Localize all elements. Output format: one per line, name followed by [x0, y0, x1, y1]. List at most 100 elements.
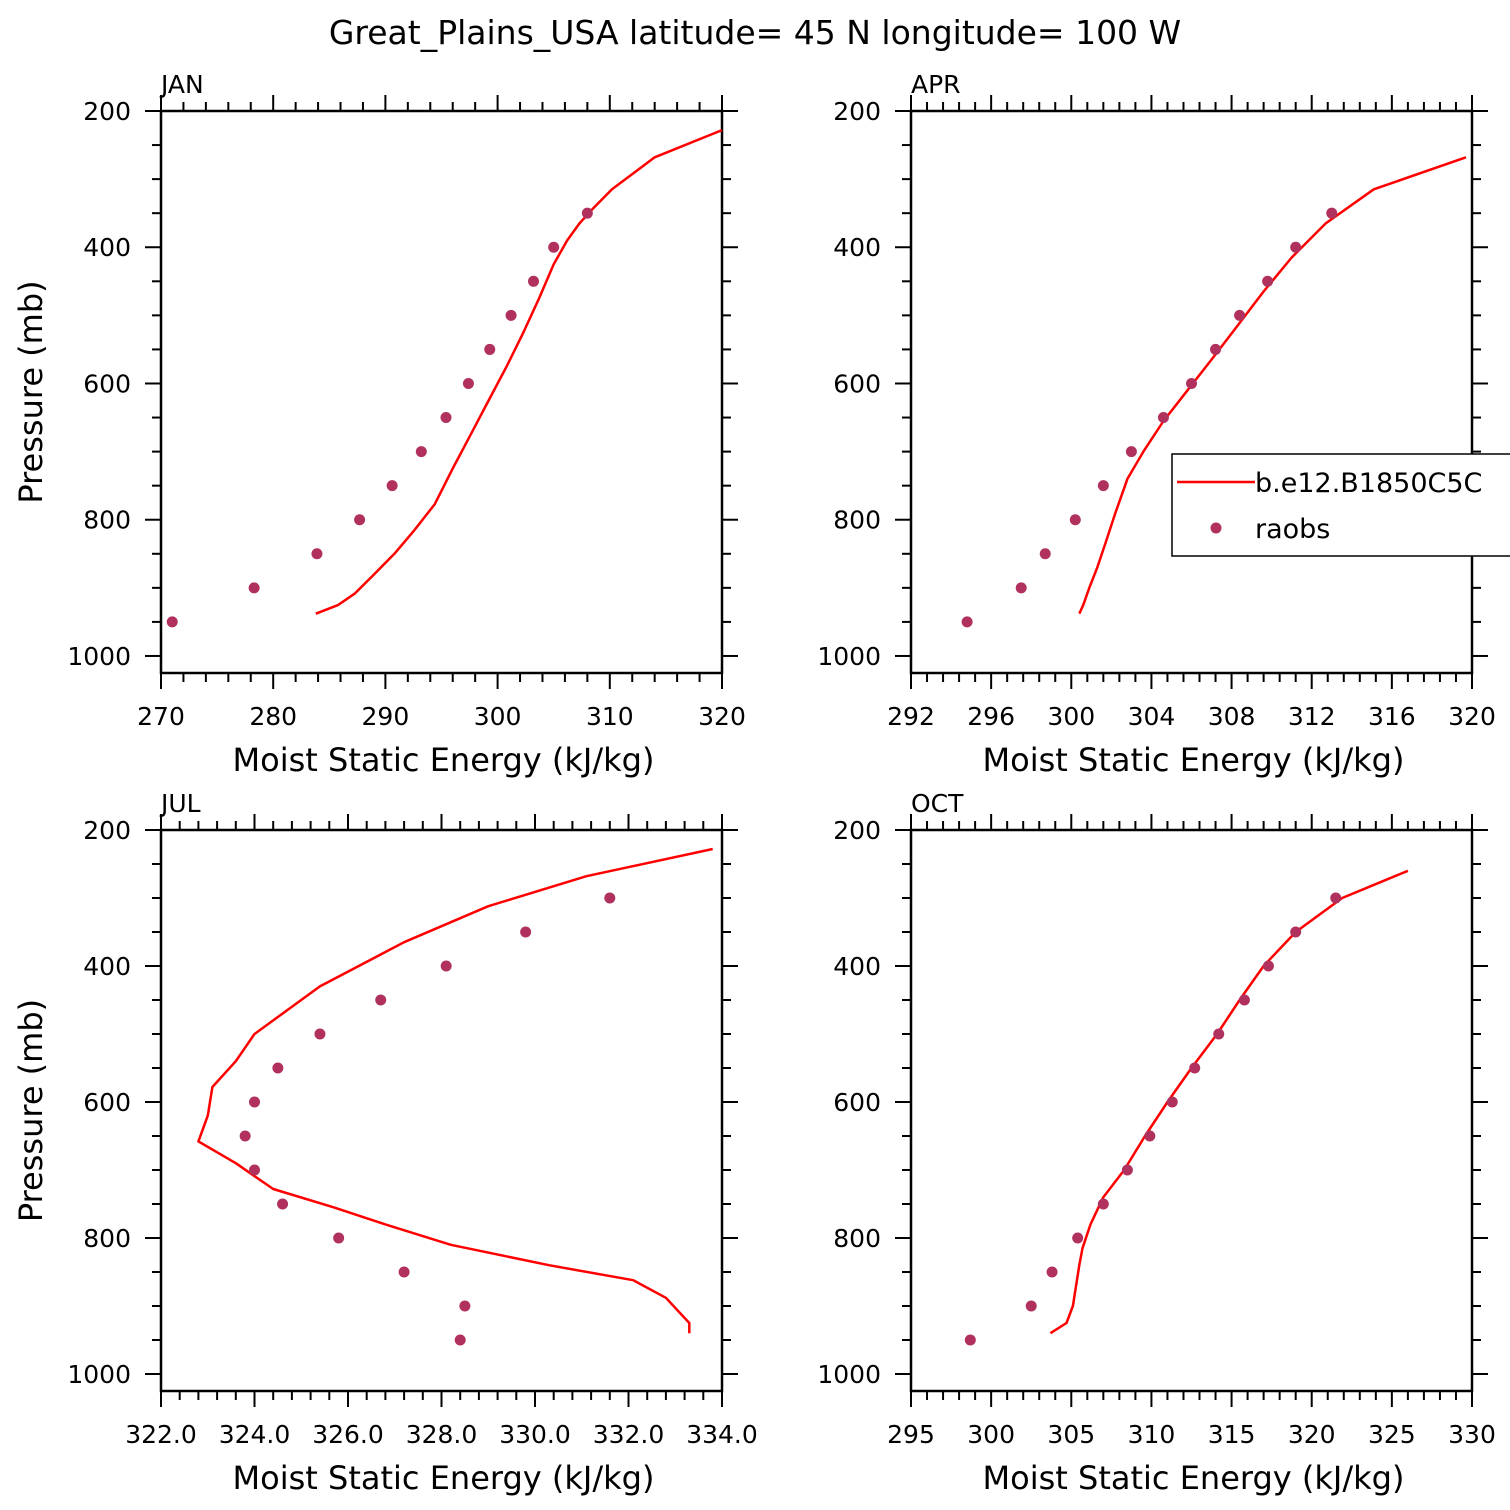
raobs-point [1069, 514, 1081, 526]
y-tick-label: 1000 [67, 1360, 131, 1389]
x-tick-label: 326.0 [312, 1420, 384, 1449]
y-tick-label: 600 [83, 1088, 131, 1117]
raobs-point [1234, 309, 1246, 321]
y-tick-label: 200 [83, 816, 131, 845]
raobs-point [1072, 1232, 1084, 1244]
panel-oct: OCT 295 300 305 310 315 320 325 330 200 400 600 800 1… [817, 789, 1495, 1497]
y-tick-label: 800 [83, 506, 131, 535]
raobs-point [1025, 1300, 1037, 1312]
raobs-point [1039, 548, 1051, 560]
y-axis-label: Pressure (mb) [12, 280, 50, 503]
x-tick-label: 312 [1288, 702, 1336, 731]
raobs-point [484, 343, 496, 355]
x-tick-label: 328.0 [406, 1420, 478, 1449]
x-tick-label: 325 [1368, 1420, 1416, 1449]
y-tick-label: 200 [833, 97, 881, 126]
x-tick-label: 290 [362, 702, 410, 731]
x-axis-label: Moist Static Energy (kJ/kg) [983, 741, 1405, 779]
raobs-point [375, 994, 387, 1006]
x-axis-label: Moist Static Energy (kJ/kg) [983, 1459, 1405, 1497]
x-tick-label: 305 [1047, 1420, 1095, 1449]
x-tick-label: 332.0 [593, 1420, 665, 1449]
y-axis-label: Pressure (mb) [12, 999, 50, 1222]
y-tick-label: 800 [833, 1224, 881, 1253]
raobs-point [1290, 926, 1302, 938]
raobs-point [277, 1198, 289, 1210]
x-tick-label: 324.0 [219, 1420, 291, 1449]
legend-dot-swatch [1210, 522, 1222, 534]
panel-title: OCT [911, 789, 964, 818]
raobs-point [1326, 207, 1338, 219]
y-tick-label: 600 [833, 1088, 881, 1117]
raobs-point [1330, 892, 1342, 904]
x-tick-label: 320 [1288, 1420, 1336, 1449]
x-tick-label: 330.0 [499, 1420, 571, 1449]
x-tick-label: 304 [1128, 702, 1176, 731]
x-tick-label: 330 [1448, 1420, 1496, 1449]
y-tick-label: 800 [833, 506, 881, 535]
raobs-point [1262, 275, 1274, 287]
raobs-point [1213, 1028, 1225, 1040]
legend-line-label: b.e12.B1850C5C [1255, 468, 1482, 499]
x-tick-label: 300 [474, 702, 522, 731]
x-tick-label: 320 [698, 702, 746, 731]
plot-frame [159, 828, 724, 1393]
raobs-point [440, 960, 452, 972]
raobs-point [354, 514, 366, 526]
x-tick-label: 310 [586, 702, 634, 731]
raobs-point [1189, 1062, 1201, 1074]
y-tick-label: 800 [83, 1224, 131, 1253]
panels-container: JAN 270 280 290 300 310 320 200 400 600 800 1000 Moi… [12, 70, 1496, 1497]
x-tick-label: 296 [967, 702, 1015, 731]
plot-frame [909, 109, 1474, 675]
x-tick-label: 310 [1128, 1420, 1176, 1449]
raobs-point [462, 377, 474, 389]
raobs-point [1097, 1198, 1109, 1210]
model-line-series [315, 128, 723, 615]
plot-frame [909, 828, 1474, 1393]
y-tick-label: 600 [833, 369, 881, 398]
raobs-point [249, 1164, 260, 1176]
raobs-point [1166, 1096, 1178, 1108]
raobs-point [1157, 412, 1169, 424]
figure-title: Great_Plains_USA latitude= 45 N longitud… [329, 13, 1181, 52]
panel-jan: JAN 270 280 290 300 310 320 200 400 600 800 1000 Moi… [12, 70, 746, 779]
y-tick-label: 1000 [67, 642, 131, 671]
y-tick-label: 600 [83, 369, 131, 398]
raobs-point [1125, 446, 1137, 458]
y-tick-label: 400 [833, 233, 881, 262]
raobs-point [249, 1096, 260, 1108]
y-tick-label: 1000 [817, 642, 881, 671]
y-tick-label: 200 [83, 97, 131, 126]
raobs-point [964, 1334, 976, 1346]
panel-apr: APR 292 296 300 304 308 312 316 320 200 400 600 800 1… [817, 70, 1495, 779]
raobs-point [548, 241, 560, 253]
x-tick-label: 280 [249, 702, 297, 731]
x-tick-label: 300 [1047, 702, 1095, 731]
raobs-point [248, 582, 260, 594]
y-tick-label: 1000 [817, 1360, 881, 1389]
raobs-point [415, 446, 427, 458]
raobs-point [581, 207, 593, 219]
raobs-point [454, 1334, 466, 1346]
y-tick-label: 400 [83, 952, 131, 981]
raobs-point [1144, 1130, 1156, 1142]
raobs-point [1262, 960, 1274, 972]
legend-dot-label: raobs [1255, 514, 1330, 545]
x-tick-label: 334.0 [686, 1420, 758, 1449]
raobs-point [272, 1062, 284, 1074]
x-axis-label: Moist Static Energy (kJ/kg) [233, 741, 655, 779]
raobs-point [528, 275, 540, 287]
plot-frame [159, 109, 724, 675]
raobs-point [314, 1028, 326, 1040]
legend-box [1171, 453, 1510, 557]
x-tick-label: 295 [887, 1420, 935, 1449]
raobs-point [1290, 241, 1302, 253]
raobs-point [1186, 377, 1197, 389]
legend: b.e12.B1850C5C raobs [1171, 453, 1510, 557]
panel-title: JUL [159, 789, 201, 818]
raobs-point [961, 616, 973, 628]
model-line-series [197, 847, 713, 1334]
raobs-point [398, 1266, 410, 1278]
